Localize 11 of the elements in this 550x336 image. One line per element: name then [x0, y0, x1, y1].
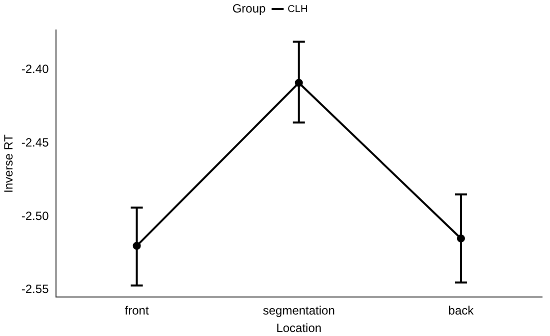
y-axis-title: Inverse RT: [2, 134, 16, 193]
y-tick-label: -2.45: [21, 135, 50, 150]
x-tick-label: front: [124, 304, 150, 318]
x-tick-label: back: [448, 304, 475, 318]
x-tick-label: segmentation: [262, 304, 335, 318]
y-tick-label: -2.50: [21, 208, 50, 223]
legend-title: Group: [232, 1, 266, 16]
legend-label: CLH: [288, 4, 308, 15]
y-tick-label: -2.55: [21, 282, 50, 296]
y-tick-label: -2.40: [21, 62, 50, 76]
x-axis-title: Location: [276, 321, 322, 336]
